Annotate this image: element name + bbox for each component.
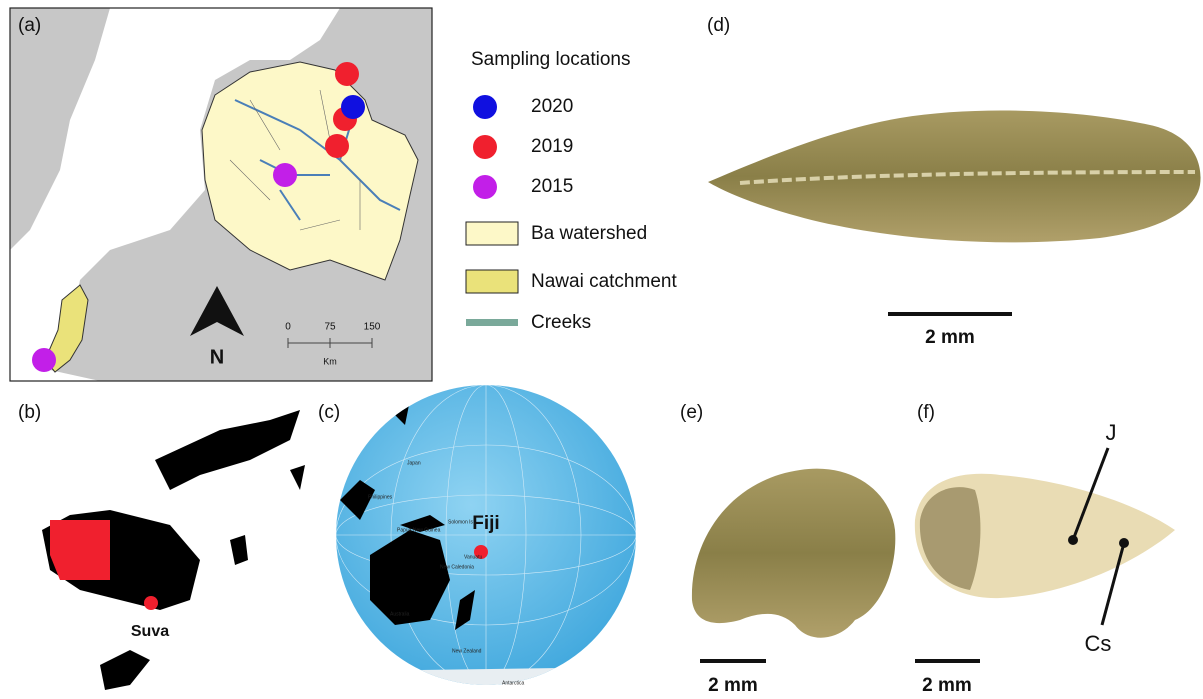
- panel-label: (b): [18, 402, 41, 423]
- leech: [708, 111, 1201, 243]
- panel-label: (c): [318, 402, 340, 423]
- legend-item: Ba watershed: [531, 223, 647, 244]
- site-2015: [32, 348, 56, 372]
- legend-item: Nawai catchment: [531, 271, 677, 292]
- photo-f: (f) J Cs 2 mm: [915, 402, 1175, 696]
- scale-label: 2 mm: [708, 675, 758, 696]
- legend: Sampling locations 2020 2019 2015 Ba wat…: [466, 49, 677, 333]
- figure: N 0 75 150 Km (a) Sampling locations 202…: [0, 0, 1203, 699]
- legend-item: 2019: [531, 136, 573, 157]
- photo-d: (d) 2 mm: [707, 15, 1201, 348]
- place-label: Solomon Is: [448, 519, 474, 525]
- scale-label: 2 mm: [922, 675, 972, 696]
- scale-label: 2 mm: [925, 327, 975, 348]
- place-label: New Zealand: [452, 648, 482, 654]
- north-label: N: [210, 346, 224, 368]
- marker-label: Cs: [1085, 631, 1112, 656]
- site-2015: [273, 163, 297, 187]
- site-2020: [341, 95, 365, 119]
- scale-tick: 0: [285, 322, 291, 333]
- place-label: New Caledonia: [440, 564, 474, 570]
- place-label: Suva: [131, 623, 169, 640]
- map-b: (b) Suva: [18, 402, 305, 690]
- photo-e: (e) 2 mm: [680, 402, 895, 696]
- place-label: Japan: [407, 460, 421, 466]
- place-label: Philippines: [368, 494, 393, 500]
- place-label: Papua New Guinea: [397, 527, 441, 533]
- panel-label: (d): [707, 15, 730, 36]
- map-panel: N 0 75 150 Km (a): [10, 8, 432, 381]
- place-label: Vanuatu: [464, 554, 482, 560]
- panel-label: (a): [18, 15, 41, 36]
- scale-unit: Km: [323, 356, 337, 366]
- legend-item: 2020: [531, 96, 573, 117]
- place-label: Fiji: [472, 513, 499, 534]
- scale-tick: 150: [364, 322, 381, 333]
- panel-label: (f): [917, 402, 935, 423]
- legend-title: Sampling locations: [471, 49, 630, 70]
- place-label: Australia: [390, 611, 410, 617]
- site-2019: [335, 62, 359, 86]
- legend-item: Creeks: [531, 312, 591, 333]
- panel-label: (e): [680, 402, 703, 423]
- globe-c: (c) Fiji Japan Philippines Papua New Gui…: [318, 385, 636, 690]
- site-2019: [325, 134, 349, 158]
- marker-label: J: [1106, 420, 1117, 445]
- scale-tick: 75: [324, 322, 336, 333]
- legend-item: 2015: [531, 176, 573, 197]
- place-label: Antarctica: [502, 680, 524, 686]
